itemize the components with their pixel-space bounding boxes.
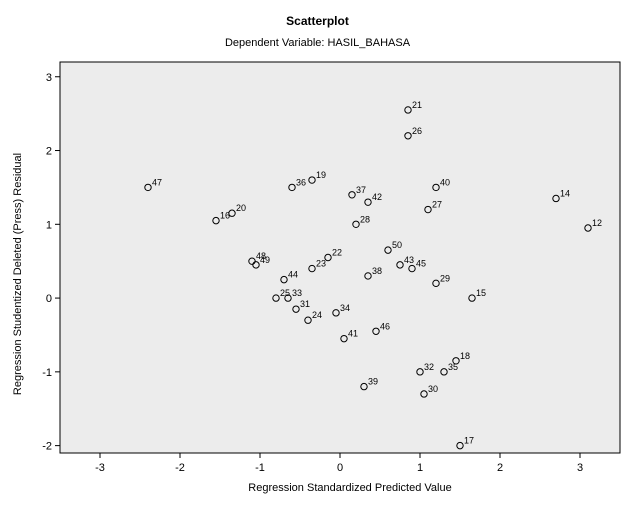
data-point [292,305,300,313]
data-point-label: 34 [340,303,350,313]
data-point [284,294,292,302]
data-point [384,246,392,254]
chart-title: Scatterplot [286,14,349,28]
data-point [468,294,476,302]
data-point-label: 47 [152,177,162,187]
data-point-label: 24 [312,310,322,320]
x-tick-label: -3 [95,462,105,474]
y-tick-label: -2 [42,441,52,453]
data-point-label: 30 [428,384,438,394]
data-point [272,294,280,302]
data-point-label: 23 [316,259,326,269]
data-point-label: 50 [392,240,402,250]
data-point [432,279,440,288]
data-point-label: 19 [316,170,326,180]
data-point [432,183,440,192]
data-point [416,368,424,376]
data-point [440,368,448,376]
data-point-label: 48 [256,251,266,261]
data-point-label: 25 [280,288,290,298]
data-point-label: 22 [332,248,342,258]
x-tick-label: 0 [337,462,343,474]
data-point [352,220,360,229]
data-point [420,390,428,398]
x-axis-label: Regression Standardized Predicted Value [248,482,452,494]
data-point-label: 18 [460,351,470,361]
data-point-label: 16 [220,211,230,221]
data-point-label: 32 [424,362,434,372]
data-point-label: 27 [432,200,442,210]
data-point-label: 26 [412,126,422,136]
data-point [308,264,316,273]
data-point [452,357,460,365]
data-point [340,334,348,343]
data-point-label: 36 [296,177,306,187]
y-tick-label: 1 [46,219,52,231]
data-point [396,261,404,269]
data-point-label: 44 [288,270,298,280]
data-point [280,275,288,284]
data-point [456,441,464,450]
data-point-label: 41 [348,329,358,339]
data-point-label: 46 [380,321,390,331]
y-tick-label: -1 [42,367,52,379]
data-point [348,191,356,199]
data-point [424,205,432,214]
data-point [304,316,312,324]
data-point-label: 45 [416,259,426,269]
data-point [552,194,560,203]
data-point [212,216,220,225]
data-point-label: 40 [440,177,450,187]
data-point [404,106,412,114]
data-point [360,382,368,391]
data-point [364,272,372,280]
data-point-label: 17 [464,436,474,446]
data-point-label: 33 [292,288,302,298]
data-point-label: 37 [356,185,366,195]
data-point [308,176,316,184]
data-point [324,253,332,262]
data-point-label: 15 [476,288,486,298]
data-point-label: 12 [592,218,602,228]
data-point [288,183,296,192]
chart-subtitle: Dependent Variable: HASIL_BAHASA [224,37,411,49]
data-point [332,309,340,317]
y-tick-label: 2 [46,146,52,158]
data-point [248,257,256,265]
data-point-label: 29 [440,273,450,283]
x-tick-label: -2 [175,462,185,474]
y-tick-label: 3 [46,72,52,84]
y-tick-label: 0 [46,293,52,305]
data-point-label: 28 [360,214,370,224]
data-point-label: 42 [372,192,382,202]
data-point-label: 31 [300,299,310,309]
plot-area [59,61,621,454]
data-point [584,224,592,232]
data-point-label: 38 [372,266,382,276]
data-point-label: 14 [560,188,570,198]
x-tick-label: 2 [497,462,503,474]
data-point [144,183,152,192]
x-tick-label: -1 [255,462,265,474]
data-point-label: 39 [368,377,378,387]
data-point-label: 35 [448,362,458,372]
x-tick-label: 3 [577,462,583,474]
data-point-label: 49 [260,255,270,265]
data-point [364,198,372,206]
data-point-label: 43 [404,255,414,265]
data-point-label: 20 [236,203,246,213]
data-point [408,264,416,273]
data-point [252,261,260,269]
data-point-label: 21 [412,100,422,110]
x-tick-label: 1 [417,462,423,474]
data-point [404,132,412,140]
data-point [228,209,236,217]
data-point [372,327,380,335]
